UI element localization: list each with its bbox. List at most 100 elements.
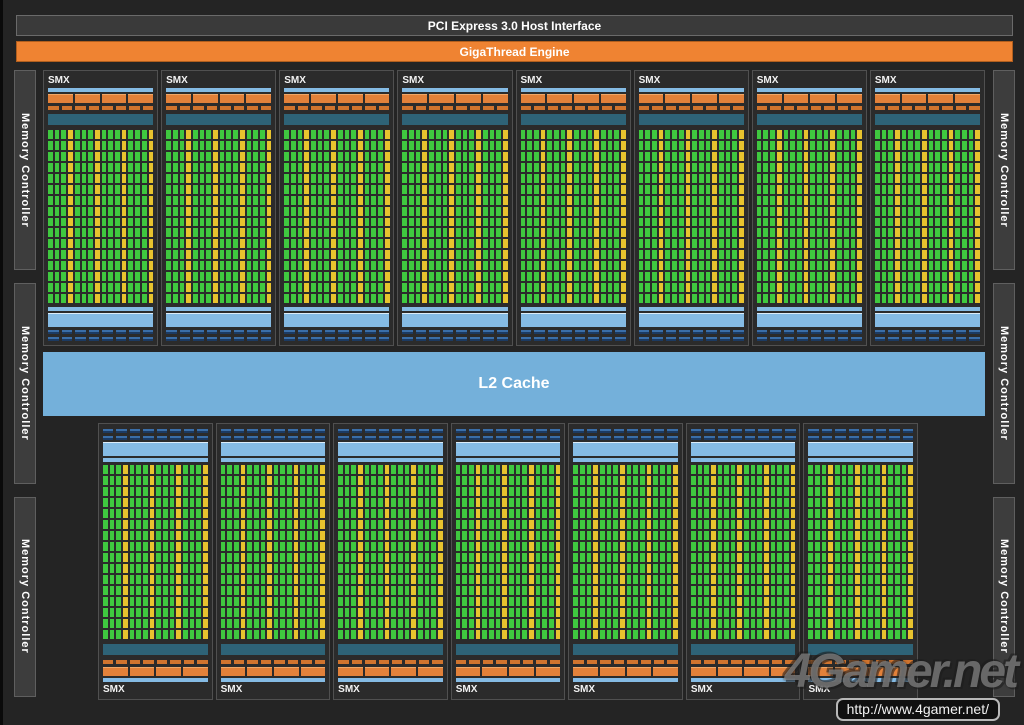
cuda-core-cell [533,173,539,183]
cuda-core-cell [665,184,671,194]
cuda-core-cell [777,465,783,474]
dp-unit-cell [830,294,836,303]
cuda-core-column [284,130,289,303]
cuda-core-cell [600,294,606,303]
dispatch-unit-row [573,660,678,664]
smx-label: SMX [166,75,188,86]
cuda-core-cell [495,586,501,595]
texture-unit-dash [534,330,545,334]
dp-unit-cell [331,250,336,260]
cuda-core-cell [508,509,514,518]
cuda-core-cell [364,173,370,183]
dispatch-unit-dash [75,106,86,110]
dispatch-unit-dash [520,106,532,110]
cuda-core-column [724,465,729,639]
cuda-core-cell [135,228,140,238]
cuda-core-cell [364,261,370,271]
dp-unit-cell [894,250,900,260]
cuda-core-cell [888,564,893,573]
cuda-core-cell [317,184,323,194]
cuda-core-cell [665,162,671,172]
cuda-core-cell [54,173,60,183]
cuda-core-cell [402,283,408,293]
cuda-core-cell [542,608,547,617]
dp-unit-cell [475,498,481,507]
cuda-core-cell [587,294,593,303]
cuda-core-cell [573,553,578,562]
cuda-core-cell [378,520,383,529]
cuda-core-cell [324,272,330,282]
cuda-core-cell [698,272,704,282]
dp-unit-cell [776,173,782,183]
cuda-core-cell [253,553,259,562]
cuda-core-cell [456,184,461,194]
dp-unit-cell [710,586,716,595]
cuda-core-cell [179,239,185,249]
dp-unit-cell [567,151,573,161]
cuda-core-cell [719,261,724,271]
warp-scheduler-block [284,94,310,103]
cuda-core-cell [843,130,849,139]
cuda-core-cell [226,261,232,271]
interconnect-bar [808,458,914,462]
cuda-core-cell [129,553,135,562]
cuda-core-cell [337,228,343,238]
cuda-core-cell [599,564,605,573]
cuda-core-cell [324,184,330,194]
cuda-core-cell [881,250,887,260]
cuda-core-cell [808,608,814,617]
dp-unit-cell [239,261,245,271]
cuda-core-cell [344,465,350,474]
dp-unit-cell [673,597,678,606]
dp-unit-column [438,465,443,639]
dp-unit-cell [94,130,100,139]
cuda-core-cell [311,140,316,150]
cuda-core-cell [750,630,756,639]
texture-unit-dash [733,330,744,334]
cuda-core-cell [496,162,501,172]
cuda-core-cell [297,184,303,194]
cuda-core-cell [324,239,330,249]
dp-unit-cell [830,228,836,238]
texture-unit-dash [547,330,559,334]
cuda-core-cell [580,162,586,172]
cuda-core-cell [874,184,880,194]
cuda-core-cell [129,542,135,551]
cuda-core-cell [522,575,527,584]
cuda-core-cell [364,465,370,474]
cuda-core-cell [108,173,114,183]
cuda-core-column [732,130,738,303]
dp-unit-cell [881,487,887,496]
cuda-core-cell [455,553,461,562]
cuda-core-cell [587,195,593,205]
register-file-bar [520,114,626,125]
cuda-core-cell [600,151,606,161]
cuda-core-cell [606,465,612,474]
cuda-core-cell [409,140,414,150]
cuda-core-cell [724,531,729,540]
cuda-core-cell [317,206,323,216]
cuda-core-cell [821,465,827,474]
cuda-core-cell [796,239,802,249]
cuda-core-cell [554,283,559,293]
cuda-core-column [402,130,408,303]
dp-unit-cell [828,498,834,507]
cuda-core-cell [259,217,265,227]
cuda-core-cell [199,228,205,238]
dp-unit-cell [594,130,599,139]
cuda-core-cell [901,575,907,584]
cuda-core-cell [418,630,423,639]
dispatch-unit-dash [496,106,508,110]
cuda-core-cell [955,272,961,282]
cuda-core-cell [402,206,408,216]
cuda-core-cell [606,630,612,639]
cuda-core-column [520,130,526,303]
cuda-core-cell [351,239,356,249]
dp-unit-cell [438,575,443,584]
cuda-core-cell [638,272,644,282]
cuda-core-cell [901,586,907,595]
texture-unit-dash [284,337,295,341]
cuda-core-cell [587,217,593,227]
cuda-core-cell [520,283,526,293]
cuda-core-cell [307,476,312,485]
